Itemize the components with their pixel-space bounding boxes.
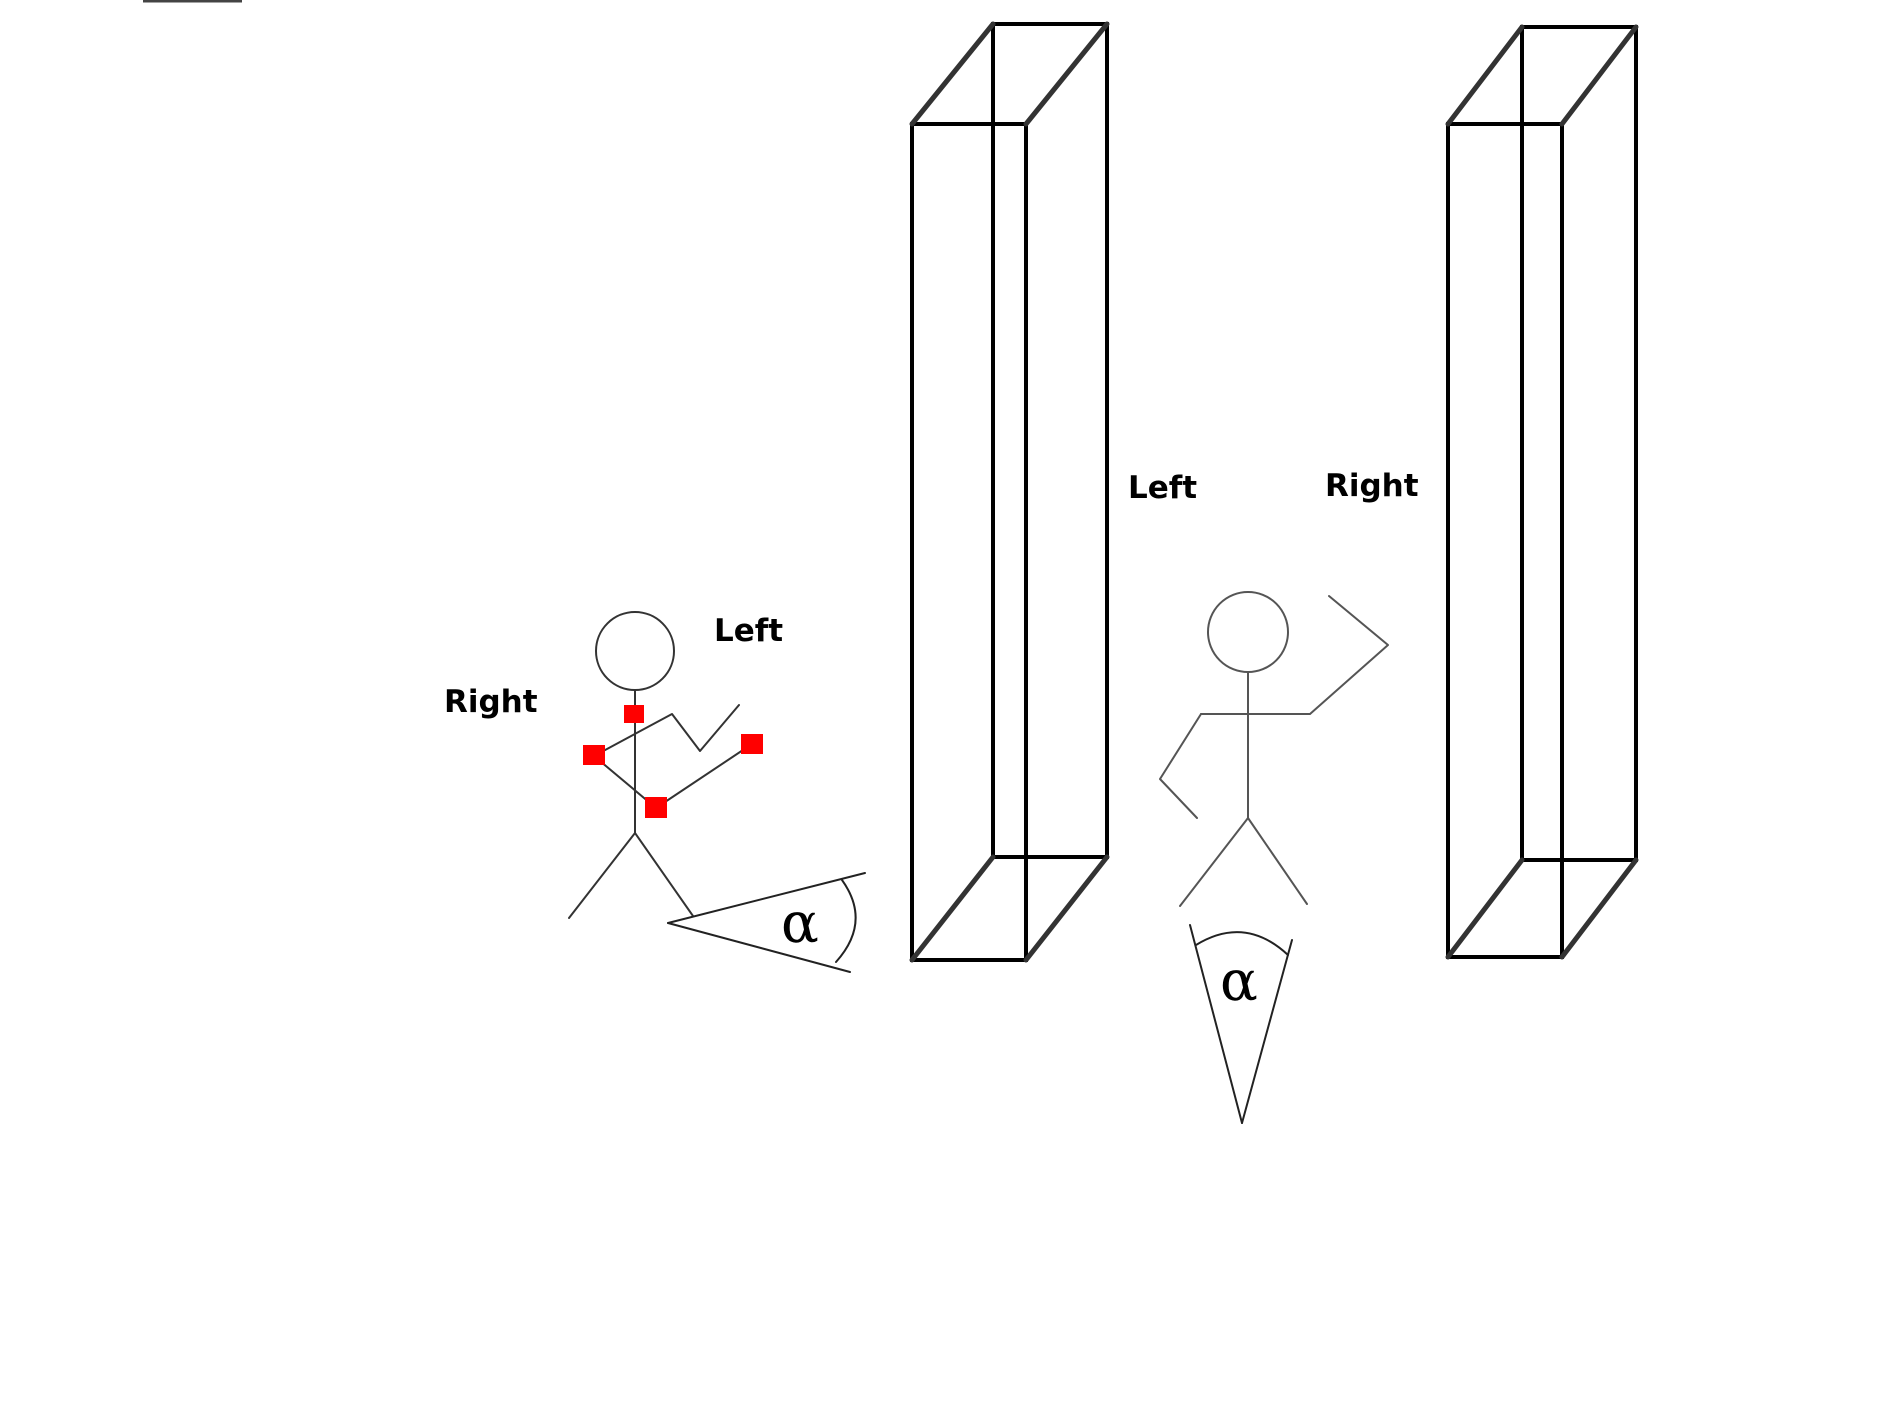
angle-wedge-2: α <box>1189 924 1293 1124</box>
angle-1-symbol: α <box>781 891 819 956</box>
figure-1-marker-neck <box>624 705 644 723</box>
figure-2-arm-lowered <box>1159 713 1202 819</box>
figure-2-head <box>1207 591 1289 673</box>
angle-2-arc <box>1195 931 1289 956</box>
angle-1-arc <box>835 879 857 963</box>
angle-1-ray-upper <box>667 872 866 924</box>
figure-1-head <box>595 611 675 691</box>
angle-wedge-1: α <box>667 872 866 973</box>
pillar-1 <box>909 21 1110 963</box>
figure-1-right-label: Right <box>444 684 538 720</box>
angle-2-symbol: α <box>1220 949 1258 1014</box>
figure-1-leg-right <box>568 832 636 919</box>
figure-2-leg-left <box>1247 817 1308 905</box>
pillar-1-edge-bottom-right <box>1023 854 1110 963</box>
figure-1-marker-wrist <box>741 734 763 754</box>
pillar-right-label: Right <box>1325 468 1419 504</box>
stick-figure-2 <box>1159 591 1389 907</box>
pillar-2-back-face <box>1520 25 1638 862</box>
angle-1-ray-lower <box>667 922 851 973</box>
pillar-2-edge-bottom-left <box>1445 857 1525 960</box>
pillar-2-front-face <box>1446 122 1564 959</box>
stick-figure-1 <box>568 611 763 919</box>
pillar-2-edge-top-left <box>1445 24 1525 127</box>
figure-1-marker-shoulder <box>583 745 605 765</box>
pillar-1-edge-top-right <box>1023 21 1110 127</box>
pillar-1-back-face <box>991 22 1109 859</box>
pillar-2-edge-bottom-right <box>1559 857 1639 960</box>
figure-1-lower-arm <box>593 743 753 809</box>
figure-2-arm-raised <box>1200 595 1389 715</box>
figure-1-upper-arm <box>593 704 740 757</box>
figure-1-left-label: Left <box>714 613 783 649</box>
pillar-2 <box>1445 24 1639 960</box>
pillar-2-edge-top-right <box>1559 24 1639 127</box>
pillar-1-edge-top-left <box>909 21 996 127</box>
figure-1-marker-elbow <box>645 797 667 818</box>
pillar-1-front-face <box>910 122 1028 962</box>
pillar-left-label: Left <box>1128 470 1197 506</box>
figure-1-leg-left <box>634 832 694 917</box>
figure-2-leg-right <box>1179 817 1249 907</box>
angle-2-ray-left <box>1189 924 1243 1124</box>
pillar-1-edge-bottom-left <box>909 854 996 963</box>
angle-2-ray-right <box>1241 939 1293 1124</box>
